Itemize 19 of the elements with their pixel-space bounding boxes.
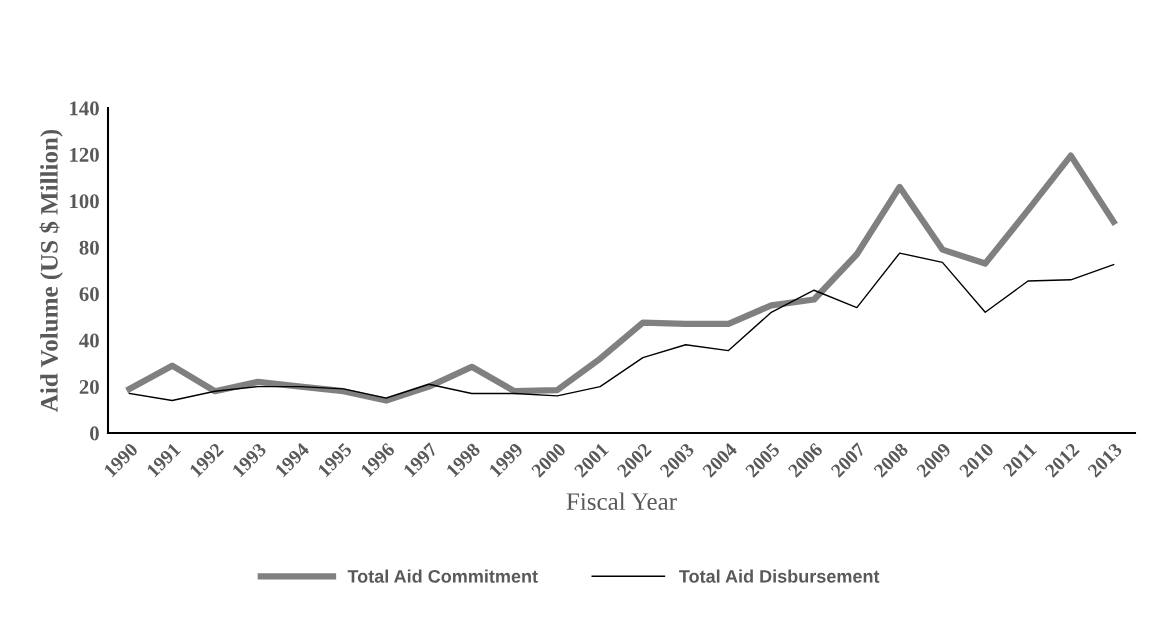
- legend-label: Total Aid Commitment: [347, 569, 538, 583]
- x-axis-title: Fiscal Year: [566, 492, 677, 511]
- x-tick-label: 1993: [231, 442, 267, 478]
- line-series: [128, 252, 1115, 402]
- legend-label: Total Aid Disbursement: [679, 569, 880, 583]
- y-tick-label: 60: [79, 287, 99, 302]
- y-tick-label: 20: [79, 379, 99, 394]
- y-tick-label: 140: [70, 101, 99, 116]
- x-tick-label: 1999: [488, 442, 524, 478]
- y-axis-title: Aid Volume (US $ Million): [39, 129, 63, 412]
- x-tick-label: 1992: [189, 442, 225, 478]
- x-tick-label: 1990: [103, 442, 139, 478]
- x-tick-label: 2011: [1002, 442, 1037, 478]
- y-tick-label: 40: [79, 333, 99, 348]
- y-tick-label: 0: [90, 426, 99, 441]
- y-tick-label: 80: [79, 240, 99, 255]
- y-tick-label: 120: [70, 147, 99, 162]
- y-tick-label: 100: [70, 194, 99, 209]
- x-tick-label: 1991: [146, 442, 182, 478]
